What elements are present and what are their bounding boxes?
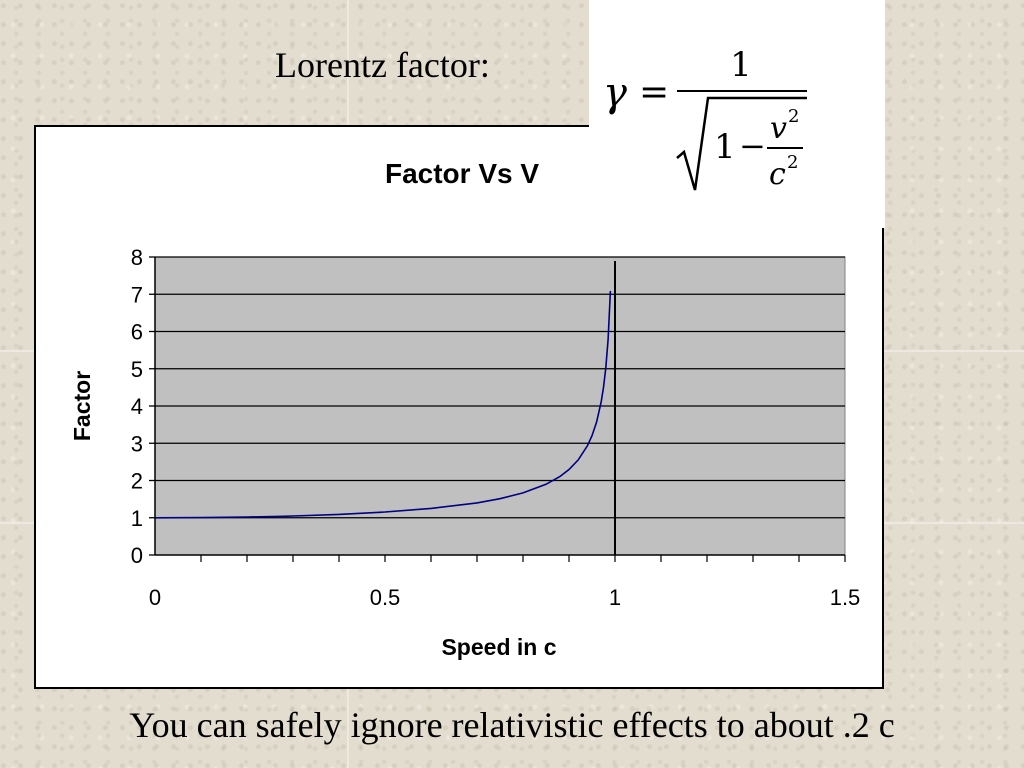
x-axis-label: Speed in c	[441, 634, 556, 660]
radical-sign	[676, 96, 807, 191]
formula-gamma: γ	[603, 70, 627, 116]
x-tick-label: 1.5	[830, 585, 861, 610]
y-axis-ticks: 0 1 2 3 4 5 6 7 8	[131, 245, 155, 568]
formula-c-exponent: 2	[787, 152, 798, 173]
y-tick-label: 2	[131, 469, 143, 494]
chart-title: Factor Vs V	[385, 158, 539, 189]
slide-heading: Lorentz factor:	[275, 45, 490, 85]
formula-c: c	[769, 157, 786, 192]
gridlines	[155, 256, 845, 519]
formula-equals: =	[639, 72, 669, 113]
y-axis-label: Factor	[69, 371, 95, 441]
formula-numerator: 1	[730, 45, 752, 85]
series-line	[154, 290, 612, 519]
y-tick-label: 3	[131, 431, 143, 456]
x-tick-label: 0	[149, 585, 161, 610]
x-tick-label: 0.5	[370, 585, 401, 610]
y-tick-label: 7	[131, 282, 143, 307]
x-tick-label: 1	[609, 585, 621, 610]
y-tick-label: 0	[131, 543, 143, 568]
x-axis-ticks: 0 0.5 1 1.5	[149, 555, 860, 610]
formula-denominator-one: 1	[714, 127, 736, 167]
lorentz-formula: γ = 1 1 − v 2 c 2	[603, 45, 807, 192]
formula-v: v	[770, 111, 787, 146]
y-tick-label: 8	[131, 245, 143, 270]
lorentz-chart: Factor Vs V 0 1 2 3 4 5 6 7 8 0 0.5 1 1.5 Speed in …	[69, 158, 860, 660]
y-tick-label: 4	[131, 394, 143, 419]
formula-minus: −	[739, 127, 766, 165]
formula-v-exponent: 2	[788, 106, 799, 127]
formula-box: γ = 1 1 − v 2 c 2	[589, 0, 885, 228]
y-tick-label: 5	[131, 357, 143, 382]
y-tick-label: 1	[131, 506, 143, 531]
y-tick-label: 6	[131, 320, 143, 345]
footer-caption: You can safely ignore relativistic effec…	[129, 705, 895, 745]
